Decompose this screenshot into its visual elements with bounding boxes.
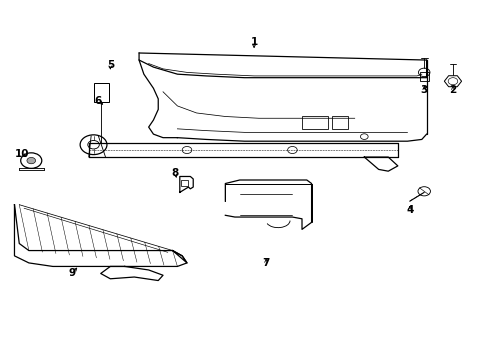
Text: 3: 3: [420, 85, 427, 95]
Text: 10: 10: [14, 149, 29, 158]
Bar: [302, 117, 328, 129]
Bar: [419, 72, 427, 81]
Bar: [93, 83, 109, 102]
Text: 1: 1: [250, 37, 257, 48]
Text: 7: 7: [262, 258, 269, 268]
Text: 2: 2: [448, 85, 456, 95]
Text: 6: 6: [95, 96, 102, 105]
Text: 8: 8: [171, 168, 178, 178]
Text: 5: 5: [106, 60, 114, 70]
Bar: [181, 180, 187, 186]
Text: 9: 9: [68, 269, 75, 279]
Text: 4: 4: [406, 205, 413, 215]
Circle shape: [27, 157, 36, 164]
Bar: [331, 117, 347, 129]
